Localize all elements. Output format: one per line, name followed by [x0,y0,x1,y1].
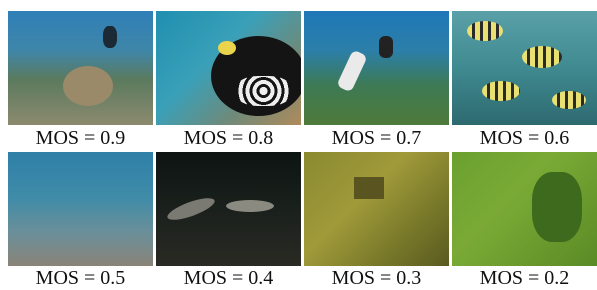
mos-label: MOS = 0.6 [452,127,597,149]
mos-label: MOS = 0.3 [304,267,449,289]
underwater-image [452,11,597,125]
underwater-image [8,152,153,266]
figure: MOS = 0.9 MOS = 0.8 MOS = 0.7 MOS = 0.6 … [0,0,597,290]
underwater-image [156,11,301,125]
underwater-image [304,152,449,266]
mos-label: MOS = 0.5 [8,267,153,289]
mos-label: MOS = 0.9 [8,127,153,149]
underwater-image [156,152,301,266]
underwater-image [8,11,153,125]
underwater-image [452,152,597,266]
mos-label: MOS = 0.8 [156,127,301,149]
mos-label: MOS = 0.7 [304,127,449,149]
underwater-image [304,11,449,125]
mos-label: MOS = 0.4 [156,267,301,289]
mos-label: MOS = 0.2 [452,267,597,289]
